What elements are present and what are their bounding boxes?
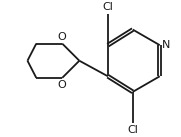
Text: O: O bbox=[58, 80, 67, 90]
Text: Cl: Cl bbox=[102, 2, 113, 12]
Text: Cl: Cl bbox=[127, 125, 138, 135]
Text: O: O bbox=[58, 32, 67, 42]
Text: N: N bbox=[162, 40, 171, 50]
